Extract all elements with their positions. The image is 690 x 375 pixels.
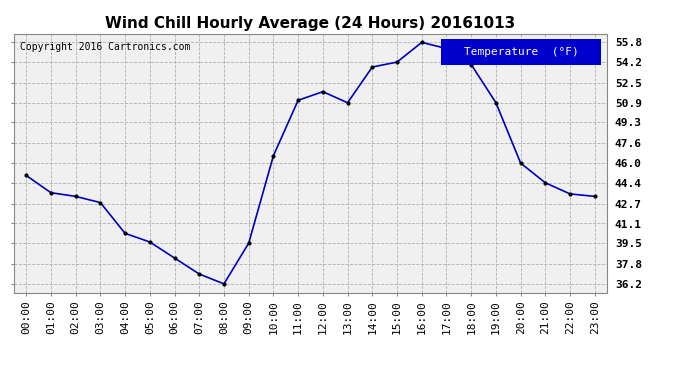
Text: Copyright 2016 Cartronics.com: Copyright 2016 Cartronics.com: [20, 42, 190, 51]
Title: Wind Chill Hourly Average (24 Hours) 20161013: Wind Chill Hourly Average (24 Hours) 201…: [106, 16, 515, 31]
